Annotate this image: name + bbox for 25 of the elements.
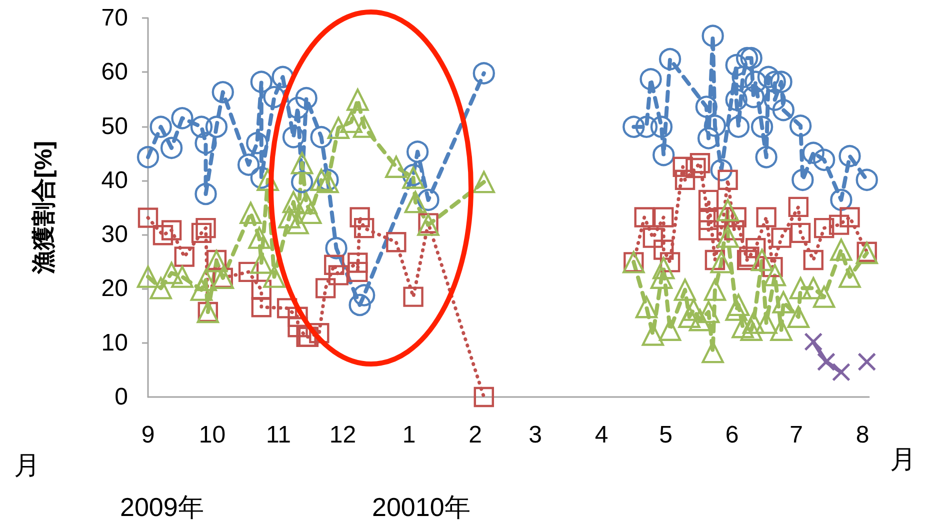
- x-tick-label: 3: [528, 422, 542, 448]
- y-tick-label: 50: [101, 112, 128, 140]
- y-tick-label: 60: [101, 58, 128, 86]
- x-tick-label: 8: [856, 422, 870, 448]
- y-tick-label: 40: [101, 166, 128, 194]
- text: 2009年: [120, 492, 204, 522]
- x-tick-label: 1: [402, 422, 416, 448]
- y-tick-label: 20: [101, 275, 128, 302]
- x-tick-label: 10: [198, 422, 226, 448]
- x-tick-label: 5: [659, 422, 672, 448]
- text: 月: [14, 450, 40, 480]
- y-tick-label: 0: [114, 384, 128, 410]
- y-tick-label: 70: [101, 4, 128, 32]
- x-tick-label: 6: [725, 422, 739, 448]
- x-tick-label: 12: [329, 422, 356, 448]
- x-tick-label: 9: [141, 422, 155, 448]
- x-tick-label: 4: [594, 422, 608, 448]
- x-tick-label: 7: [790, 422, 803, 448]
- y-tick-label: 10: [101, 329, 128, 356]
- x-tick-label: 11: [266, 422, 291, 448]
- x-tick-label: 2: [468, 422, 482, 448]
- y-tick-label: 30: [101, 221, 128, 248]
- y-axis-title: 漁獲割合[%]: [30, 140, 58, 276]
- text: 月: [890, 444, 916, 474]
- text: 20010年: [372, 492, 470, 522]
